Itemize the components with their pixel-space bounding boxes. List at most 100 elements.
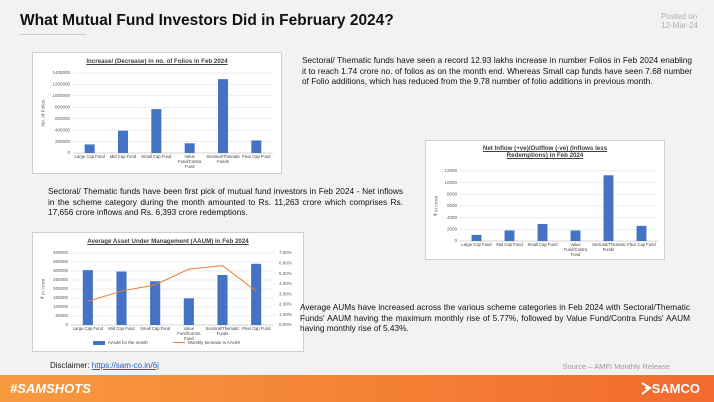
bar [570, 230, 581, 241]
bar [151, 109, 162, 153]
folio-chart: Increase/ (Decrease) in no. of Folios in… [32, 52, 282, 174]
title-underline [20, 34, 86, 35]
bar [471, 234, 482, 241]
y-tick-label: 0 [454, 238, 457, 243]
disclaimer: Disclaimer: https://sam-co.in/6j [50, 361, 159, 370]
footer-bar: #SAMSHOTS SAMCO [0, 375, 714, 402]
hashtag: #SAMSHOTS [10, 381, 91, 396]
x-tick-label: Value Fund/Contra Fund [563, 242, 588, 257]
bar [150, 281, 161, 325]
x-tick-label: Value Fund/Contra Fund [177, 326, 201, 341]
x-tick-label: Flexi Cap Fund [627, 242, 656, 247]
legend-label: AAUM for the month [108, 340, 148, 345]
bar [251, 263, 262, 325]
posted-label: Posted on [661, 12, 698, 21]
disclaimer-link[interactable]: https://sam-co.in/6j [91, 361, 159, 370]
y-tick-label: 250000 [53, 277, 69, 282]
plot: 0 200000 400000 600000 800000 1000000 1200000 1… [40, 70, 273, 155]
page-title: What Mutual Fund Investors Did in Februa… [20, 12, 394, 29]
y2-tick-label: 1.00% [279, 312, 292, 317]
y-tick-label: 1200000 [52, 82, 70, 87]
bar [218, 79, 228, 153]
y2-tick-label: 6.00% [279, 260, 292, 265]
legend-swatch [93, 340, 105, 345]
x-tick-label: Sectoral/Thematic Funds [205, 326, 240, 336]
legend-item: Monthly Increase in AAUM [173, 340, 240, 345]
x-tick-label: Mid Cap Fund [109, 154, 137, 159]
y-tick-label: 4000 [447, 215, 458, 220]
x-tick-label: Flexi Cap Fund [242, 154, 271, 159]
plot: 0 2000 4000 6000 8000 10000 12000 ₹ in crore [433, 168, 658, 243]
y-tick-label: 8000 [447, 192, 458, 197]
y-tick-label: 800000 [55, 104, 71, 109]
y2-tick-label: 4.00% [279, 281, 292, 286]
y-tick-label: 600000 [55, 116, 71, 121]
y-tick-label: 1400000 [52, 70, 70, 75]
aaum-chart: Average Asset Under Management (AAUM) in… [32, 232, 304, 352]
paragraph: Sectoral/ Thematic funds have seen a rec… [302, 55, 692, 87]
paragraph: Average AUMs have increased across the v… [300, 302, 690, 334]
bar [537, 223, 548, 241]
posted-date: 12-Mar-24 [661, 21, 698, 30]
y-tick-label: 350000 [53, 259, 69, 264]
y-axis-label: No. of Folios [40, 99, 46, 127]
chart-title: Net Inflow (+ve)/Outflow (-ve) (Inflows … [482, 145, 608, 159]
y-tick-label: 2000 [447, 227, 458, 232]
chart-title: Average Asset Under Management (AAUM) in… [87, 238, 249, 245]
y-tick-label: 0 [67, 150, 70, 155]
y-tick-label: 12000 [444, 168, 457, 173]
bar [504, 230, 515, 241]
bar [183, 298, 194, 325]
chart-title: Increase/ (Decrease) in no. of Folios in… [86, 58, 228, 65]
y-axis-label: ₹ in crore [40, 278, 46, 299]
y2-tick-label: 0.00% [279, 322, 292, 327]
y-tick-label: 10000 [444, 180, 457, 185]
posted: Posted on 12-Mar-24 [661, 12, 698, 30]
y-tick-label: 200000 [55, 139, 71, 144]
legend-label: Monthly Increase in AAUM [188, 340, 240, 345]
x-tick-label: Sectoral/Thematic Funds [206, 154, 241, 164]
y2-tick-label: 5.00% [279, 271, 292, 276]
y-tick-label: 0 [65, 322, 68, 327]
bar [184, 143, 195, 153]
bar [603, 175, 614, 241]
x-tick-label: Large Cap Fund [461, 242, 492, 247]
inflow-chart: Net Inflow (+ve)/Outflow (-ve) (Inflows … [425, 140, 665, 260]
y2-tick-label: 2.00% [279, 302, 292, 307]
x-tick-label: Small Cap Fund [141, 154, 172, 159]
paragraph: Sectoral/ Thematic funds have been first… [48, 186, 403, 218]
logo-icon [641, 382, 652, 395]
x-tick-label: Value Fund/Contra Fund [178, 154, 202, 169]
bar [116, 271, 127, 325]
x-tick-label: Small Cap Fund [527, 242, 558, 247]
bar [636, 225, 647, 241]
y-tick-label: 50000 [55, 313, 68, 318]
bar [118, 130, 128, 153]
y-tick-label: 6000 [447, 203, 458, 208]
y2-tick-label: 7.00% [279, 250, 292, 255]
y2-tick-label: 3.00% [279, 291, 292, 296]
disclaimer-label: Disclaimer: [50, 361, 90, 370]
y-tick-label: 100000 [53, 304, 69, 309]
y-tick-label: 400000 [53, 250, 69, 255]
brand: SAMCO [651, 381, 700, 396]
x-tick-label: Sectoral/Thematic Funds [592, 242, 626, 252]
line [87, 265, 257, 302]
x-tick-label: Flexi Cap Fund [241, 326, 271, 331]
bar [251, 140, 262, 153]
bar [84, 144, 95, 153]
legend-swatch [173, 342, 185, 343]
plot: 0 50000 100000 150000 200000 250000 300000 3500… [40, 250, 292, 327]
y-tick-label: 300000 [53, 268, 69, 273]
bar [82, 270, 93, 325]
y-tick-label: 400000 [55, 127, 71, 132]
bar [217, 274, 228, 325]
x-tick-label: Large Cap Fund [72, 326, 103, 331]
legend-item: AAUM for the month [93, 340, 148, 345]
source: Source – AMFI Monthly Release [562, 362, 670, 371]
x-tick-label: Small Cap Fund [140, 326, 171, 331]
x-tick-label: Large Cap Fund [74, 154, 105, 159]
y-tick-label: 1000000 [52, 93, 70, 98]
x-tick-label: Mid Cap Fund [496, 242, 523, 247]
